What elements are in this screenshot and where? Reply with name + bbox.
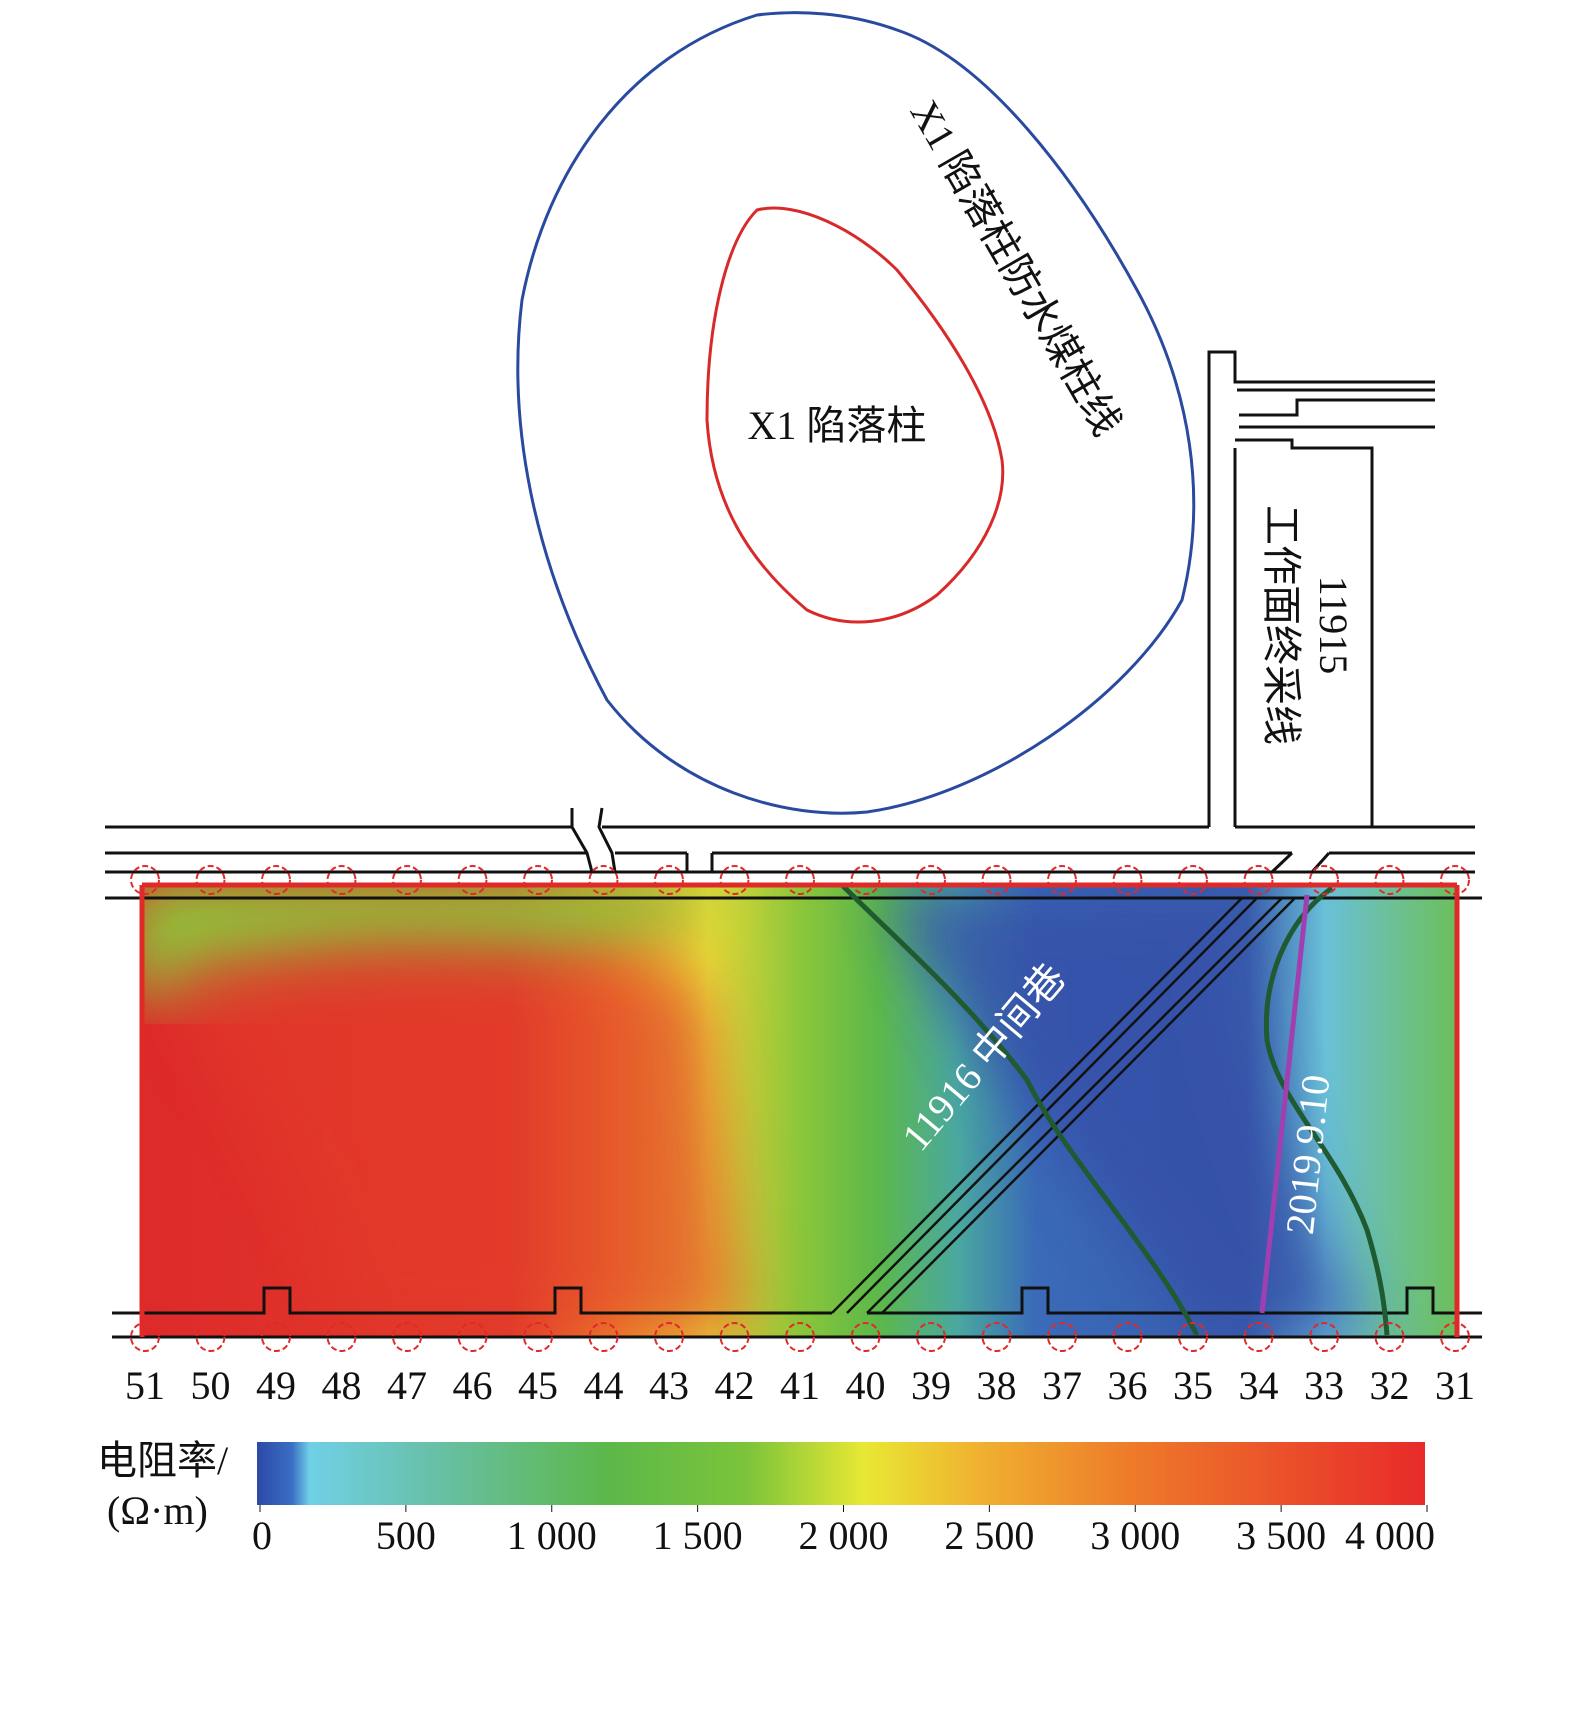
station-marker [850,865,881,895]
station-marker [1047,1322,1077,1352]
colorbar-tick-label: 4 000 [1345,1513,1435,1558]
station-label: 38 [977,1363,1017,1408]
contour-line [840,883,1200,1337]
field-blue-core [887,890,1367,1337]
roadway-line [112,1286,1482,1315]
roadway-line [1207,350,1435,827]
roadway-line [1270,851,1331,874]
station-marker [916,865,946,895]
face-number-label: 11915 [1311,576,1356,675]
station-label: 31 [1435,1363,1475,1408]
station-marker [326,865,357,895]
colorbar-title: 电阻率/ [97,1438,229,1483]
station-marker [850,1322,881,1352]
colorbar-tick-label: 2 500 [944,1513,1034,1558]
face-line-label: 工作面终采线 [1259,505,1304,745]
station-marker [785,865,815,895]
station-marker [916,1322,946,1352]
station-label: 51 [125,1363,165,1408]
roadways [105,350,1482,1339]
station-label: 41 [780,1363,820,1408]
roadway-line [105,870,1482,900]
station-label: 36 [1108,1363,1148,1408]
station-marker [523,1322,553,1352]
station-label: 46 [453,1363,493,1408]
station-marker [1112,865,1143,895]
station-label: 40 [846,1363,886,1408]
roadway-line [570,807,714,873]
station-label: 35 [1173,1363,1213,1408]
station-label: 49 [256,1363,296,1408]
pillar-line-label: X1 陷落柱防水煤柱线 [902,93,1130,444]
station-marker [457,865,488,895]
colorbar-unit: (Ω·m) [107,1488,208,1533]
station-marker [1112,1322,1143,1352]
colorbar [257,1442,1425,1505]
station-marker [523,865,553,895]
station-marker [261,865,291,895]
station-marker [719,865,750,895]
station-label: 50 [191,1363,231,1408]
station-marker [719,1322,750,1352]
station-marker [457,1322,488,1352]
pillar-contour [705,206,1005,624]
colorbar-tick-label: 1 000 [507,1513,597,1558]
station-marker [130,1322,160,1352]
colorbar-tick-label: 3 500 [1236,1513,1326,1558]
station-label: 39 [911,1363,951,1408]
middle-roadway [831,897,1296,1314]
station-label: 34 [1239,1363,1279,1408]
colorbar-tick-label: 500 [376,1513,436,1558]
survey-boundary [139,882,1460,1337]
advance-line [1259,894,1310,1314]
field-red-core [167,940,747,1337]
station-label: 45 [518,1363,558,1408]
station-marker [392,1322,422,1352]
station-label: 43 [649,1363,689,1408]
station-marker [1374,865,1405,895]
station-marker [195,1322,226,1352]
station-label: 44 [584,1363,624,1408]
station-marker [1243,1322,1274,1352]
station-marker [1309,1322,1339,1352]
station-label: 48 [322,1363,362,1408]
station-marker [654,1322,684,1352]
station-marker [261,1322,291,1352]
station-marker [654,865,684,895]
station-label: 37 [1042,1363,1082,1408]
colorbar-ticks: 0 500 1 000 1 500 2 000 2 500 3 000 3 500 4 000 [252,1505,1435,1558]
station-marker [588,865,619,895]
station-marker [326,1322,357,1352]
pillar-line-contour [516,11,1196,815]
station-marker [1309,865,1339,895]
station-marker [981,1322,1012,1352]
station-label: 33 [1304,1363,1344,1408]
colorbar-tick-label: 0 [252,1513,272,1558]
station-marker [1440,865,1470,895]
station-marker [130,865,160,895]
resistivity-field [142,885,1457,1337]
station-marker [785,1322,815,1352]
station-marker [1243,865,1274,895]
station-marker [1374,1322,1405,1352]
colorbar-tick-label: 2 000 [799,1513,889,1558]
colorbar-tick-label: 3 000 [1090,1513,1180,1558]
colorbar-tick-label: 1 500 [653,1513,743,1558]
station-marker [392,865,422,895]
station-marker [195,865,226,895]
contour-line [1263,885,1390,1336]
map-body: 51 50 49 48 47 46 45 44 43 42 41 40 39 38 37 36 35 34 33 32… [97,11,1482,1558]
station-marker [1047,865,1077,895]
station-label: 32 [1370,1363,1410,1408]
station-marker [1440,1322,1470,1352]
station-marker [1178,865,1208,895]
station-label: 42 [715,1363,755,1408]
station-marker [588,1322,619,1352]
station-marker [981,865,1012,895]
station-label: 47 [387,1363,427,1408]
stations: 51 50 49 48 47 46 45 44 43 42 41 40 39 38 37 36 35 34 33 32… [125,865,1475,1408]
station-marker [1178,1322,1208,1352]
pillar-label: X1 陷落柱 [748,403,927,448]
